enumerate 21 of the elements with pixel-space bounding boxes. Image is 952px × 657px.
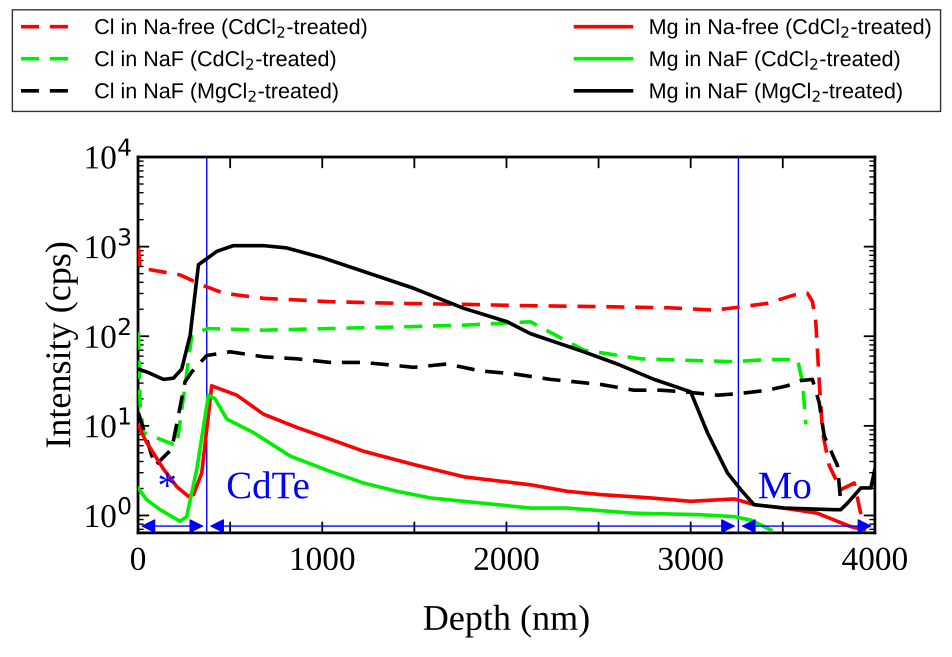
legend-label: Cl in NaF (CdCl$_{2}$-treated) xyxy=(95,50,336,71)
legend-label: Cl in NaF (MgCl$_{2}$-treated) xyxy=(95,82,338,103)
line-series xyxy=(138,320,808,448)
y-tick-label: 10$^{1}$ xyxy=(86,407,130,438)
x-tick-label: 3000 xyxy=(658,548,723,570)
legend-label: Cl in Na-free (CdCl$_{2}$-treated) xyxy=(95,18,366,39)
x-tick-label: 1000 xyxy=(292,548,354,570)
y-tick-label: 10$^{3}$ xyxy=(86,228,130,258)
y-tick-label: 10$^{2}$ xyxy=(86,318,130,348)
legend-label: Mg in NaF (CdCl$_{2}$-treated) xyxy=(650,50,900,71)
y-axis-title: Intensity (cps) xyxy=(45,242,78,448)
x-tick-label: 4000 xyxy=(842,548,907,570)
legend-label: Mg in NaF (MgCl$_{2}$-treated) xyxy=(650,82,902,103)
x-axis-title: Depth (nm) xyxy=(424,604,589,638)
x-tick-label: 2000 xyxy=(474,548,539,570)
x-tick-label: 0 xyxy=(130,548,146,570)
annotation: Mo xyxy=(758,472,810,499)
legend-label: Mg in Na-free (CdCl$_{2}$-treated) xyxy=(650,18,930,39)
y-tick-label: 10$^{0}$ xyxy=(86,496,130,528)
annotation: CdTe xyxy=(228,471,309,499)
y-tick-label: 10$^{4}$ xyxy=(86,138,131,169)
